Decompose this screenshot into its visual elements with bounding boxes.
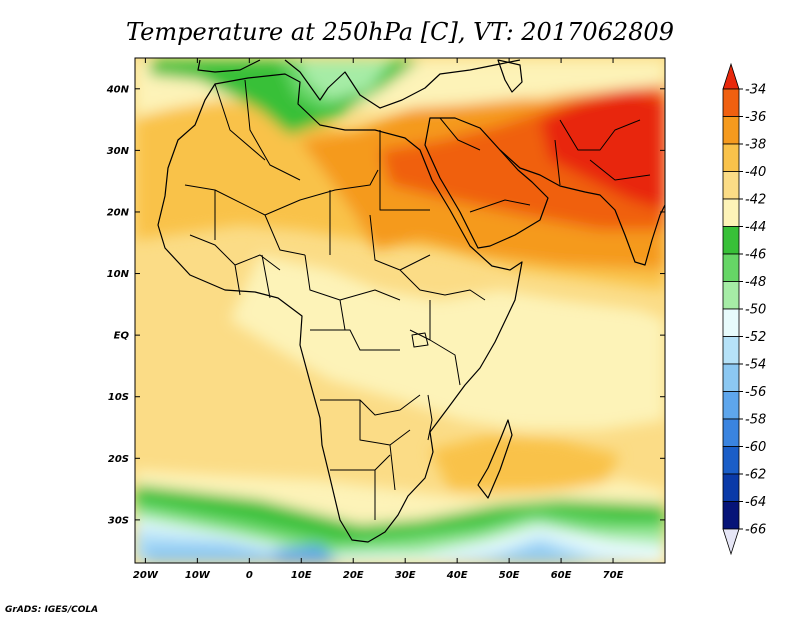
longitude-axis: 20W 10W 0 10E 20E 30E 40E 50E 60E 70E [133, 58, 624, 581]
lon-tick-label: 40E [446, 570, 468, 581]
field-band-minus44-east [230, 255, 665, 430]
colorbar-swatch [722, 391, 740, 420]
temperature-field [135, 58, 665, 563]
colorbar-bottom-arrow [722, 528, 740, 556]
colorbar-label: -42 [745, 193, 766, 208]
arabia-coastline [424, 117, 549, 249]
border-sahel [184, 169, 379, 256]
lon-tick-label: 20W [133, 570, 159, 581]
field-band-minus36-peak [540, 90, 665, 210]
border-middle-east [439, 117, 561, 213]
lat-tick-label: 10S [108, 392, 129, 403]
map-title: Temperature at 250hPa [C], VT: 201706280… [126, 18, 674, 46]
colorbar-label: -36 [745, 110, 766, 125]
colorbar-swatch [722, 308, 740, 337]
field-band-minus58-south [270, 545, 340, 563]
colorbar-label: -54 [745, 358, 766, 373]
colorbar-label: -46 [745, 248, 766, 263]
colorbar-label: -40 [745, 165, 766, 180]
lat-tick-label: 30S [108, 515, 129, 526]
border-egypt-sudan [369, 130, 431, 271]
colorbar-top-arrow [722, 62, 740, 90]
colorbar-label: -34 [745, 83, 766, 98]
colorbar-swatch [722, 281, 740, 310]
iran-india-coastline [499, 149, 665, 266]
lon-tick-label: 60E [551, 570, 572, 581]
colorbar-swatch [722, 171, 740, 200]
lat-tick-label: EQ [114, 331, 130, 342]
lon-tick-label: 50E [499, 570, 520, 581]
border-west-africa [189, 234, 281, 299]
lon-tick-label: 10W [185, 570, 211, 581]
border-lake-victoria [411, 332, 429, 348]
colorbar-label: -60 [745, 440, 766, 455]
border-maghreb [214, 79, 301, 181]
border-lake-malawi [427, 394, 433, 441]
lat-tick-label: 40N [106, 84, 130, 95]
colorbar-swatch [722, 501, 740, 530]
lat-tick-label: 20N [107, 207, 130, 218]
border-south-asia [559, 119, 651, 181]
colorbar-swatch [722, 336, 740, 365]
colorbar-swatch [722, 88, 740, 117]
colorbar-swatch [722, 253, 740, 282]
lat-tick-label: 30N [107, 146, 130, 157]
colorbar-swatch [722, 198, 740, 227]
colorbar-swatch [722, 116, 740, 145]
colorbar-label: -50 [745, 303, 766, 318]
border-central-africa [304, 254, 401, 351]
colorbar-label: -44 [745, 220, 766, 235]
colorbar-swatch [722, 143, 740, 172]
colorbar-label: -62 [745, 468, 766, 483]
madagascar-coastline [477, 419, 513, 499]
africa-coastline [157, 73, 523, 543]
field-band-minus50-aegean [300, 60, 390, 100]
field-band-minus40-south [430, 435, 620, 490]
border-southern-africa [320, 394, 421, 520]
colorbar-label: -38 [745, 138, 766, 153]
grads-credit: GrADS: IGES/COLA [5, 605, 98, 615]
caspian-coastline [497, 59, 523, 93]
colorbar-label: -64 [745, 495, 766, 510]
lat-tick-label: 10N [107, 269, 130, 280]
colorbar-swatch [722, 226, 740, 255]
latitude-axis: 40N 30N 20N 10N EQ 10S 20S 30S [106, 84, 665, 526]
country-borders [184, 79, 651, 520]
map-frame [134, 57, 666, 564]
lon-tick-label: 70E [603, 570, 624, 581]
colorbar-label: -66 [745, 523, 766, 538]
colorbar-label: -58 [745, 413, 766, 428]
colorbar-label: -52 [745, 330, 766, 345]
lon-tick-label: 10E [291, 570, 312, 581]
colorbar-swatch [722, 473, 740, 502]
lon-tick-label: 30E [395, 570, 416, 581]
colorbar-label: -56 [745, 385, 766, 400]
land-outlines [157, 59, 665, 543]
lon-tick-label: 20E [343, 570, 364, 581]
field-band-minus56-south [140, 545, 590, 563]
colorbar-swatch [722, 418, 740, 447]
colorbar-label: -48 [745, 275, 766, 290]
colorbar-legend: -34 -36 -38 -40 -42 -44 -46 -48 -50 -52 -54 -56 -58 -… [722, 62, 766, 556]
europe-coastline [197, 59, 521, 109]
colorbar-swatch [722, 446, 740, 475]
colorbar-swatch [722, 363, 740, 392]
lat-tick-label: 20S [108, 454, 129, 465]
lon-tick-label: 0 [246, 570, 253, 581]
